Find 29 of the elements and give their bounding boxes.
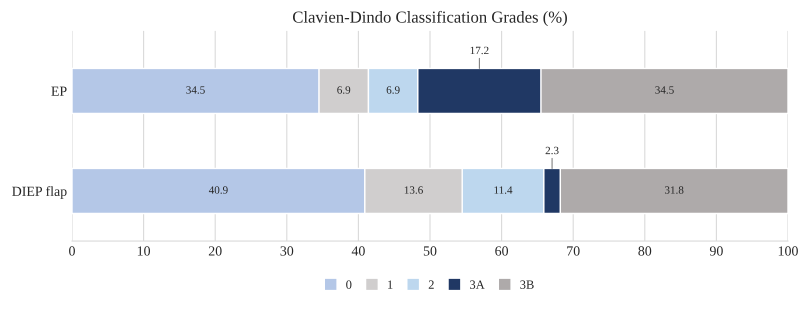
x-tick-label: 30 [280,246,294,256]
x-tick-label: 10 [138,246,150,256]
y-tick-label: DIEP flap [12,186,67,199]
data-label: 40.9 [208,186,228,194]
legend-label: 0 [346,280,352,289]
chart-title: Clavien-Dindo Classification Grades (%) [292,10,567,26]
y-tick-label: EP [51,86,67,96]
legend-label: 1 [388,280,392,289]
x-tick-label: 90 [710,246,723,256]
data-label: 34.5 [186,86,205,94]
x-tick-label: 80 [638,246,652,256]
x-tick-label: 60 [495,246,508,256]
x-tick-label: 100 [778,246,798,256]
data-label: 17.2 [470,46,489,54]
legend-label: 2 [428,280,434,289]
x-tick-label: 20 [208,246,222,256]
x-tick-label: 40 [352,246,365,256]
x-tick-label: 50 [424,246,436,256]
data-label: 13.6 [404,186,423,194]
data-label: 6.9 [337,86,350,94]
x-tick-label: 70 [567,246,580,256]
data-label: 34.5 [655,86,674,94]
data-label: 31.8 [664,186,684,194]
legend-label: 3B [520,280,534,289]
data-label: 6.9 [386,86,400,94]
data-label: 11.4 [494,186,512,194]
legend-label: 3A [470,280,485,289]
x-tick-label: 0 [69,246,75,256]
data-label: 2.3 [546,146,559,154]
